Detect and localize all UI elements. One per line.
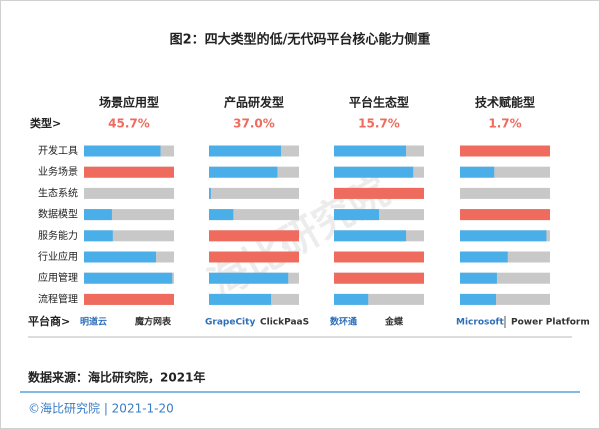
bar xyxy=(334,166,414,178)
source: 数据来源：海比研究院，2021年 xyxy=(28,370,205,385)
bar xyxy=(84,293,174,305)
bar xyxy=(460,145,550,157)
bar-track xyxy=(460,187,550,199)
share-label: 15.7% xyxy=(358,117,400,131)
column-header: 平台生态型 xyxy=(349,95,409,110)
bar xyxy=(460,166,495,178)
column-header: 场景应用型 xyxy=(99,95,159,110)
bar xyxy=(209,272,289,284)
bar xyxy=(84,251,156,263)
bar xyxy=(334,251,424,263)
vendor-name: Power Platform xyxy=(511,318,590,328)
vendor-name: ClickPaaS xyxy=(260,318,309,328)
share-label: 45.7% xyxy=(108,117,150,131)
share-label: 37.0% xyxy=(233,117,275,131)
bar xyxy=(209,187,211,199)
row-label: 业务场景 xyxy=(38,165,78,178)
column-header: 产品研发型 xyxy=(224,95,284,110)
chart-title: 图2：四大类型的低/无代码平台核心能力侧重 xyxy=(170,32,431,48)
vendor-header: 平台商> xyxy=(28,314,70,328)
bar-track xyxy=(84,209,174,221)
row-label: 服务能力 xyxy=(38,229,78,242)
bar xyxy=(334,272,424,284)
vendor-name: 数环通 xyxy=(330,316,357,328)
bar-track xyxy=(209,209,299,221)
bar xyxy=(209,230,299,242)
bar-track xyxy=(460,293,550,305)
share-label: 1.7% xyxy=(488,117,521,131)
row-label: 数据模型 xyxy=(38,208,78,221)
bar xyxy=(209,209,234,221)
bar xyxy=(334,145,406,157)
vendor-name: 金蝶 xyxy=(384,316,404,328)
bar xyxy=(84,166,174,178)
bar xyxy=(334,293,369,305)
row-label: 开发工具 xyxy=(38,144,78,157)
bar xyxy=(460,272,497,284)
bar xyxy=(460,251,508,263)
bar-track xyxy=(209,187,299,199)
bar xyxy=(334,209,379,221)
bar xyxy=(209,145,281,157)
row-label: 流程管理 xyxy=(38,292,78,305)
bar xyxy=(334,187,424,199)
vendor-name: GrapeCity xyxy=(205,318,255,328)
bar-track xyxy=(84,230,174,242)
bar xyxy=(84,230,113,242)
bar xyxy=(460,209,550,221)
bar xyxy=(209,293,272,305)
row-label: 生态系统 xyxy=(38,186,78,199)
vendor-name: 明道云 xyxy=(80,316,107,328)
bar xyxy=(209,166,278,178)
row-header: 类型> xyxy=(30,116,61,130)
bar-track xyxy=(334,293,424,305)
footer: ©海比研究院 | 2021-1-20 xyxy=(28,401,174,416)
row-label: 应用管理 xyxy=(38,271,78,284)
bar-track xyxy=(460,166,550,178)
bar xyxy=(460,230,547,242)
bar xyxy=(84,272,173,284)
bar xyxy=(334,230,406,242)
bar xyxy=(84,145,161,157)
bar xyxy=(84,209,112,221)
bar-track xyxy=(84,187,174,199)
bar xyxy=(460,293,496,305)
bar xyxy=(209,251,299,263)
row-label: 行业应用 xyxy=(38,250,78,263)
vendor-name: Microsoft xyxy=(456,318,504,328)
bar-track xyxy=(460,272,550,284)
column-header: 技术赋能型 xyxy=(475,95,535,110)
vendor-name: 魔方网表 xyxy=(134,316,172,328)
